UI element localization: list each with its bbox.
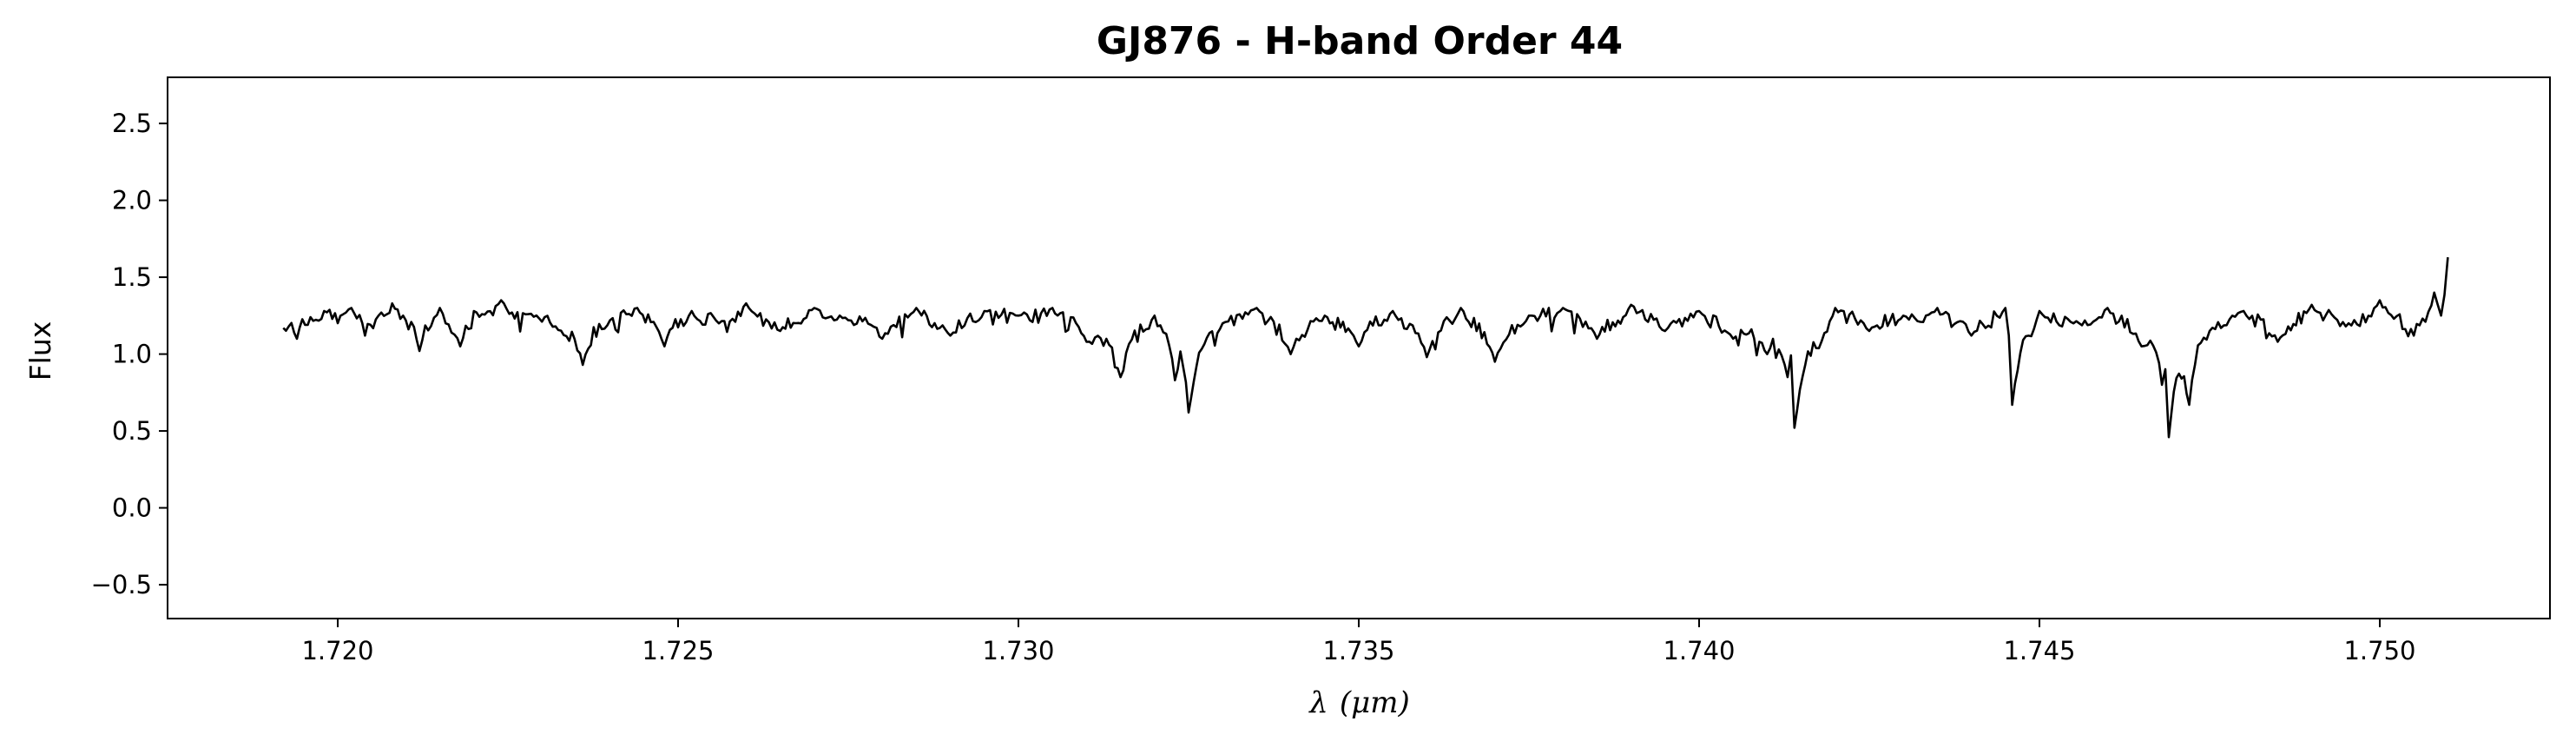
x-tick-label: 1.745 (2003, 636, 2075, 665)
y-axis-label: Flux (23, 321, 57, 381)
y-tick-label: 0.0 (112, 493, 152, 523)
x-tick-label: 1.735 (1322, 636, 1394, 665)
spectrum-series-line (282, 256, 2449, 439)
chart-title: GJ876 - H-band Order 44 (1097, 19, 1623, 63)
y-tick-label: 2.0 (112, 186, 152, 215)
y-axis: −0.5 0.0 0.5 1.0 1.5 2.0 2.5 (91, 109, 168, 599)
x-tick-label: 1.720 (301, 636, 373, 665)
x-tick-label: 1.740 (1663, 636, 1735, 665)
plot-frame (167, 76, 2551, 619)
x-axis-label-unit: (μm) (1340, 685, 1410, 720)
y-tick-label: 1.5 (112, 262, 152, 292)
x-axis-label: λ (μm) (1308, 685, 1410, 720)
x-axis: 1.720 1.725 1.730 1.735 1.740 1.745 1.750 (301, 619, 2416, 665)
x-axis-label-symbol: λ (1308, 685, 1328, 720)
y-tick-label: 1.0 (112, 340, 152, 369)
x-tick-label: 1.725 (642, 636, 714, 665)
x-tick-label: 1.730 (982, 636, 1054, 665)
plot-area (282, 256, 2449, 439)
y-tick-label: −0.5 (91, 570, 152, 599)
y-tick-label: 2.5 (112, 109, 152, 138)
x-tick-label: 1.750 (2343, 636, 2415, 665)
y-tick-label: 0.5 (112, 416, 152, 446)
